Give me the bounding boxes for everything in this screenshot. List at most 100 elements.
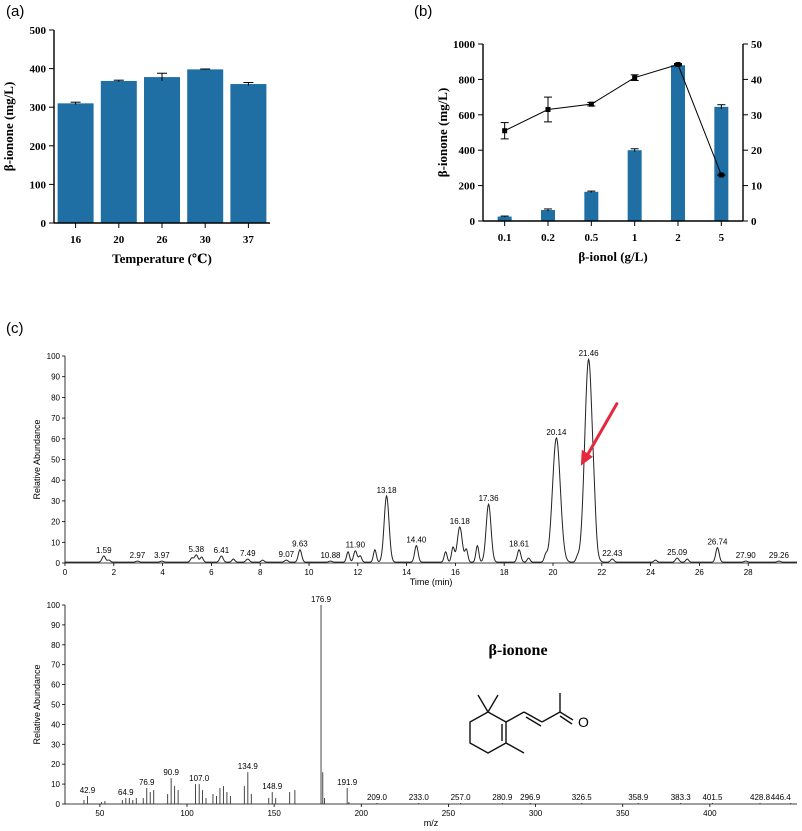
chart-b-bar bbox=[541, 210, 555, 221]
chart-b: 0 200 400 600 800 1000 0 10 20 30 40 50 0.1 0.2 0.5 1 2 5… bbox=[435, 39, 763, 264]
mass-spectrum-peak-label: 107.0 bbox=[189, 774, 210, 783]
mass-spectrum-peak-label: 358.9 bbox=[628, 793, 649, 802]
chromatogram-x-tick-label: 16 bbox=[451, 568, 460, 577]
mass-spectrum-y-tick-label: 10 bbox=[51, 780, 60, 789]
mass-spectrum-peak-label: 76.9 bbox=[139, 778, 155, 787]
mass-spectrum-y-tick-label: 0 bbox=[56, 800, 61, 809]
chromatogram-peak-label: 27.90 bbox=[736, 551, 757, 560]
chromatogram-x-tick-label: 22 bbox=[597, 568, 606, 577]
chromatogram-peak-label: 1.59 bbox=[96, 546, 112, 555]
mass-spectrum-peak-label: 257.0 bbox=[451, 793, 472, 802]
chromatogram-x-tick-label: 8 bbox=[258, 568, 263, 577]
chart-a-y-tick-label: 400 bbox=[30, 64, 47, 76]
chromatogram-x-tick-label: 6 bbox=[209, 568, 214, 577]
mass-spectrum-y-tick-label: 20 bbox=[51, 760, 60, 769]
mass-spectrum-x-tick-label: 200 bbox=[355, 809, 369, 818]
mass-spectrum-peak-label: 383.3 bbox=[671, 793, 692, 802]
mass-spectrum-y-tick-label: 80 bbox=[51, 641, 60, 650]
chromatogram-y-tick-label: 60 bbox=[51, 435, 60, 444]
chart-b-line-point bbox=[675, 62, 681, 68]
chart-b-x-tick-label: 5 bbox=[719, 232, 725, 244]
mass-spectrum-x-tick-label: 300 bbox=[529, 809, 543, 818]
chart-a-x-tick-label: 26 bbox=[157, 234, 169, 246]
mass-spectrum-peak-label: 42.9 bbox=[80, 786, 96, 795]
mass-spectrum-peak-label: 326.5 bbox=[572, 793, 593, 802]
mass-spectrum-peak-label: 209.0 bbox=[367, 793, 388, 802]
chromatogram-y-tick-label: 50 bbox=[51, 456, 60, 465]
chromatogram-peak-label: 26.74 bbox=[707, 538, 728, 547]
chart-b-bar bbox=[714, 106, 729, 221]
chromatogram-x-tick-label: 20 bbox=[549, 568, 558, 577]
chart-a-x-axis-label: Temperature (℃) bbox=[112, 251, 212, 266]
panel-label-c: (c) bbox=[6, 320, 24, 337]
mass-spectrum-peak-label: 233.0 bbox=[409, 793, 430, 802]
chromatogram-x-tick-label: 4 bbox=[160, 568, 165, 577]
chromatogram-y-tick-label: 0 bbox=[56, 559, 61, 568]
mass-spectrum-peak-label: 401.5 bbox=[702, 793, 723, 802]
mass-spectrum-peak-label: 176.9 bbox=[311, 595, 332, 604]
chart-a-x-tick-label: 37 bbox=[243, 234, 255, 246]
chart-b-y2-tick-label: 0 bbox=[751, 216, 757, 228]
mass-spectrum-y-tick-label: 70 bbox=[51, 661, 60, 670]
chart-a: 0 100 200 300 400 500 16 20 26 30 37 Temperature (… bbox=[1, 25, 270, 266]
chart-b-y-tick-label: 1000 bbox=[453, 39, 476, 51]
chart-a-x-tick-label: 20 bbox=[113, 234, 125, 246]
chromatogram-peak-label: 14.40 bbox=[406, 535, 427, 544]
chart-b-line-point bbox=[588, 101, 594, 107]
chromatogram-peak-label: 22.43 bbox=[602, 549, 623, 558]
chromatogram-peak-label: 29.26 bbox=[769, 551, 790, 560]
chromatogram-peak-label: 3.97 bbox=[154, 551, 170, 560]
chromatogram-x-tick-label: 14 bbox=[402, 568, 411, 577]
chromatogram-y-tick-label: 40 bbox=[51, 476, 60, 485]
chromatogram-y-tick-label: 80 bbox=[51, 393, 60, 402]
chromatogram-peak-label: 9.63 bbox=[292, 540, 308, 549]
chromatogram-peak-label: 11.90 bbox=[346, 541, 366, 550]
mass-spectrum-y-tick-label: 90 bbox=[51, 621, 60, 630]
mass-spectrum-peak-label: 428.8 bbox=[750, 793, 771, 802]
chart-a-y-tick-label: 0 bbox=[41, 218, 47, 230]
chromatogram-x-tick-label: 18 bbox=[500, 568, 509, 577]
chart-b-bar bbox=[671, 65, 685, 222]
chart-b-y-tick-label: 200 bbox=[459, 181, 476, 193]
carbonyl-oxygen-symbol: O bbox=[578, 714, 589, 730]
chart-b-y2-tick-label: 30 bbox=[751, 110, 763, 122]
mass-spectrum-peak-label: 64.9 bbox=[118, 788, 134, 797]
chromatogram-x-tick-label: 12 bbox=[353, 568, 362, 577]
mass-spectrum-x-tick-label: 250 bbox=[442, 809, 456, 818]
chromatogram-x-axis-label: Time (min) bbox=[410, 577, 453, 587]
chart-b-bar bbox=[497, 216, 512, 221]
chromatogram-x-tick-label: 0 bbox=[63, 568, 68, 577]
chart-a-bar bbox=[144, 77, 180, 223]
chromatogram-y-tick-label: 90 bbox=[51, 373, 60, 382]
chart-a-x-tick-label: 16 bbox=[70, 234, 82, 246]
chart-b-y-tick-label: 600 bbox=[459, 110, 476, 122]
chromatogram-peak-label: 7.49 bbox=[240, 549, 256, 558]
mass-spectrum-y-tick-label: 40 bbox=[51, 720, 60, 729]
chromatogram-peak-label: 25.09 bbox=[667, 548, 688, 557]
mass-spectrum-x-tick-label: 100 bbox=[180, 809, 194, 818]
mass-spectrum-x-tick-label: 350 bbox=[616, 809, 630, 818]
chart-b-line-series bbox=[504, 63, 722, 176]
chromatogram-y-tick-label: 30 bbox=[51, 497, 60, 506]
chart-a-y-axis-label: β-ionone (mg/L) bbox=[1, 82, 16, 172]
target-peak-arrow bbox=[580, 402, 619, 466]
mass-spectrum-peak-label: 296.9 bbox=[520, 793, 541, 802]
mass-spectrum-x-tick-label: 150 bbox=[267, 809, 281, 818]
mass-spectrum-x-tick-label: 50 bbox=[95, 809, 104, 818]
chromatogram-y-tick-label: 10 bbox=[51, 538, 60, 547]
chart-b-y2-tick-label: 50 bbox=[751, 39, 763, 51]
chart-b-x-tick-label: 0.5 bbox=[584, 232, 598, 244]
chart-b-line-point bbox=[632, 75, 638, 81]
chart-b-bar bbox=[584, 191, 599, 221]
chromatogram-peak-label: 2.97 bbox=[130, 551, 146, 560]
chromatogram-peak-label: 6.41 bbox=[214, 546, 230, 555]
chart-b-y2-tick-label: 40 bbox=[751, 74, 763, 86]
chromatogram-trace bbox=[65, 357, 797, 563]
chart-b-x-tick-label: 0.2 bbox=[541, 232, 555, 244]
chromatogram-peak-label: 9.07 bbox=[279, 550, 295, 559]
mass-spectrum-chart: 0 10 20 30 40 50 60 70 80 90 100 50 100 150 200 250 300 3… bbox=[32, 595, 797, 828]
chromatogram-peak-label: 20.14 bbox=[546, 428, 567, 437]
chart-b-x-tick-label: 2 bbox=[675, 232, 681, 244]
